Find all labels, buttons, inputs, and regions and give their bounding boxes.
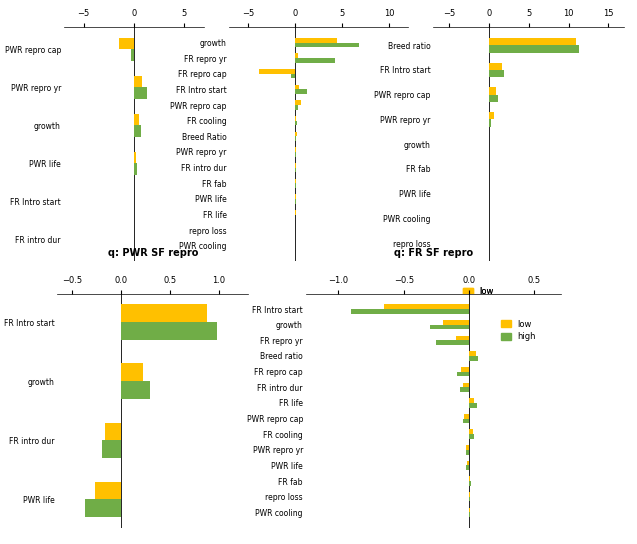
Bar	[469, 356, 478, 361]
Bar	[489, 63, 502, 70]
Bar	[118, 38, 134, 49]
Legend: low, high: low, high	[438, 396, 473, 417]
Bar	[461, 367, 469, 372]
Bar	[295, 42, 359, 47]
Bar	[295, 85, 299, 89]
Bar	[94, 481, 121, 499]
Bar	[105, 423, 121, 440]
Bar	[131, 49, 134, 60]
Bar	[489, 112, 494, 120]
Bar	[469, 477, 470, 481]
Bar	[466, 445, 469, 450]
Bar	[134, 125, 141, 137]
Bar	[134, 87, 147, 98]
Bar	[295, 116, 296, 121]
Bar	[295, 152, 296, 157]
Bar	[443, 320, 469, 325]
Bar	[457, 372, 469, 376]
Bar	[430, 325, 469, 330]
Bar	[489, 45, 579, 53]
Bar	[134, 152, 136, 163]
Bar	[121, 322, 217, 340]
Bar	[384, 305, 469, 309]
Bar	[466, 466, 469, 470]
Bar	[352, 309, 469, 314]
Title: q: PWR SF repro: q: PWR SF repro	[108, 248, 198, 258]
Bar	[469, 403, 477, 407]
Bar	[489, 120, 491, 127]
Bar	[295, 58, 336, 63]
Legend: low, high: low, high	[463, 287, 498, 308]
Bar	[291, 74, 295, 78]
Bar	[489, 38, 576, 45]
Bar	[295, 105, 298, 110]
Bar	[295, 121, 297, 126]
Bar	[295, 132, 297, 137]
Bar	[436, 341, 469, 345]
Bar	[134, 76, 142, 87]
Bar	[295, 38, 337, 42]
Bar	[295, 101, 301, 105]
Bar	[103, 440, 121, 458]
Bar	[469, 497, 470, 502]
Legend: low, high: low, high	[463, 342, 498, 363]
Bar	[489, 87, 496, 95]
Title: q: FR SF repro: q: FR SF repro	[394, 248, 473, 258]
Bar	[469, 434, 475, 439]
Bar	[469, 398, 475, 403]
Bar	[295, 137, 296, 141]
Bar	[462, 418, 469, 423]
Bar	[489, 70, 504, 77]
Bar	[121, 305, 207, 322]
Legend: low, high: low, high	[463, 287, 498, 308]
Bar	[467, 461, 469, 466]
Bar	[295, 147, 296, 152]
Bar	[134, 163, 137, 175]
Bar	[489, 95, 497, 102]
Legend: low, high: low, high	[501, 320, 536, 341]
Bar	[259, 69, 295, 74]
Bar	[462, 382, 469, 387]
Bar	[134, 114, 139, 125]
Bar	[85, 499, 121, 517]
Bar	[295, 53, 298, 58]
Bar	[469, 351, 476, 356]
Bar	[466, 450, 469, 454]
Bar	[121, 381, 150, 399]
Bar	[295, 163, 296, 168]
Bar	[295, 89, 307, 94]
Bar	[456, 336, 469, 341]
Bar	[469, 481, 471, 486]
Bar	[121, 363, 143, 381]
Bar	[464, 414, 469, 418]
Bar	[469, 492, 470, 497]
Bar	[469, 429, 473, 434]
Bar	[295, 178, 296, 183]
Bar	[460, 387, 469, 392]
